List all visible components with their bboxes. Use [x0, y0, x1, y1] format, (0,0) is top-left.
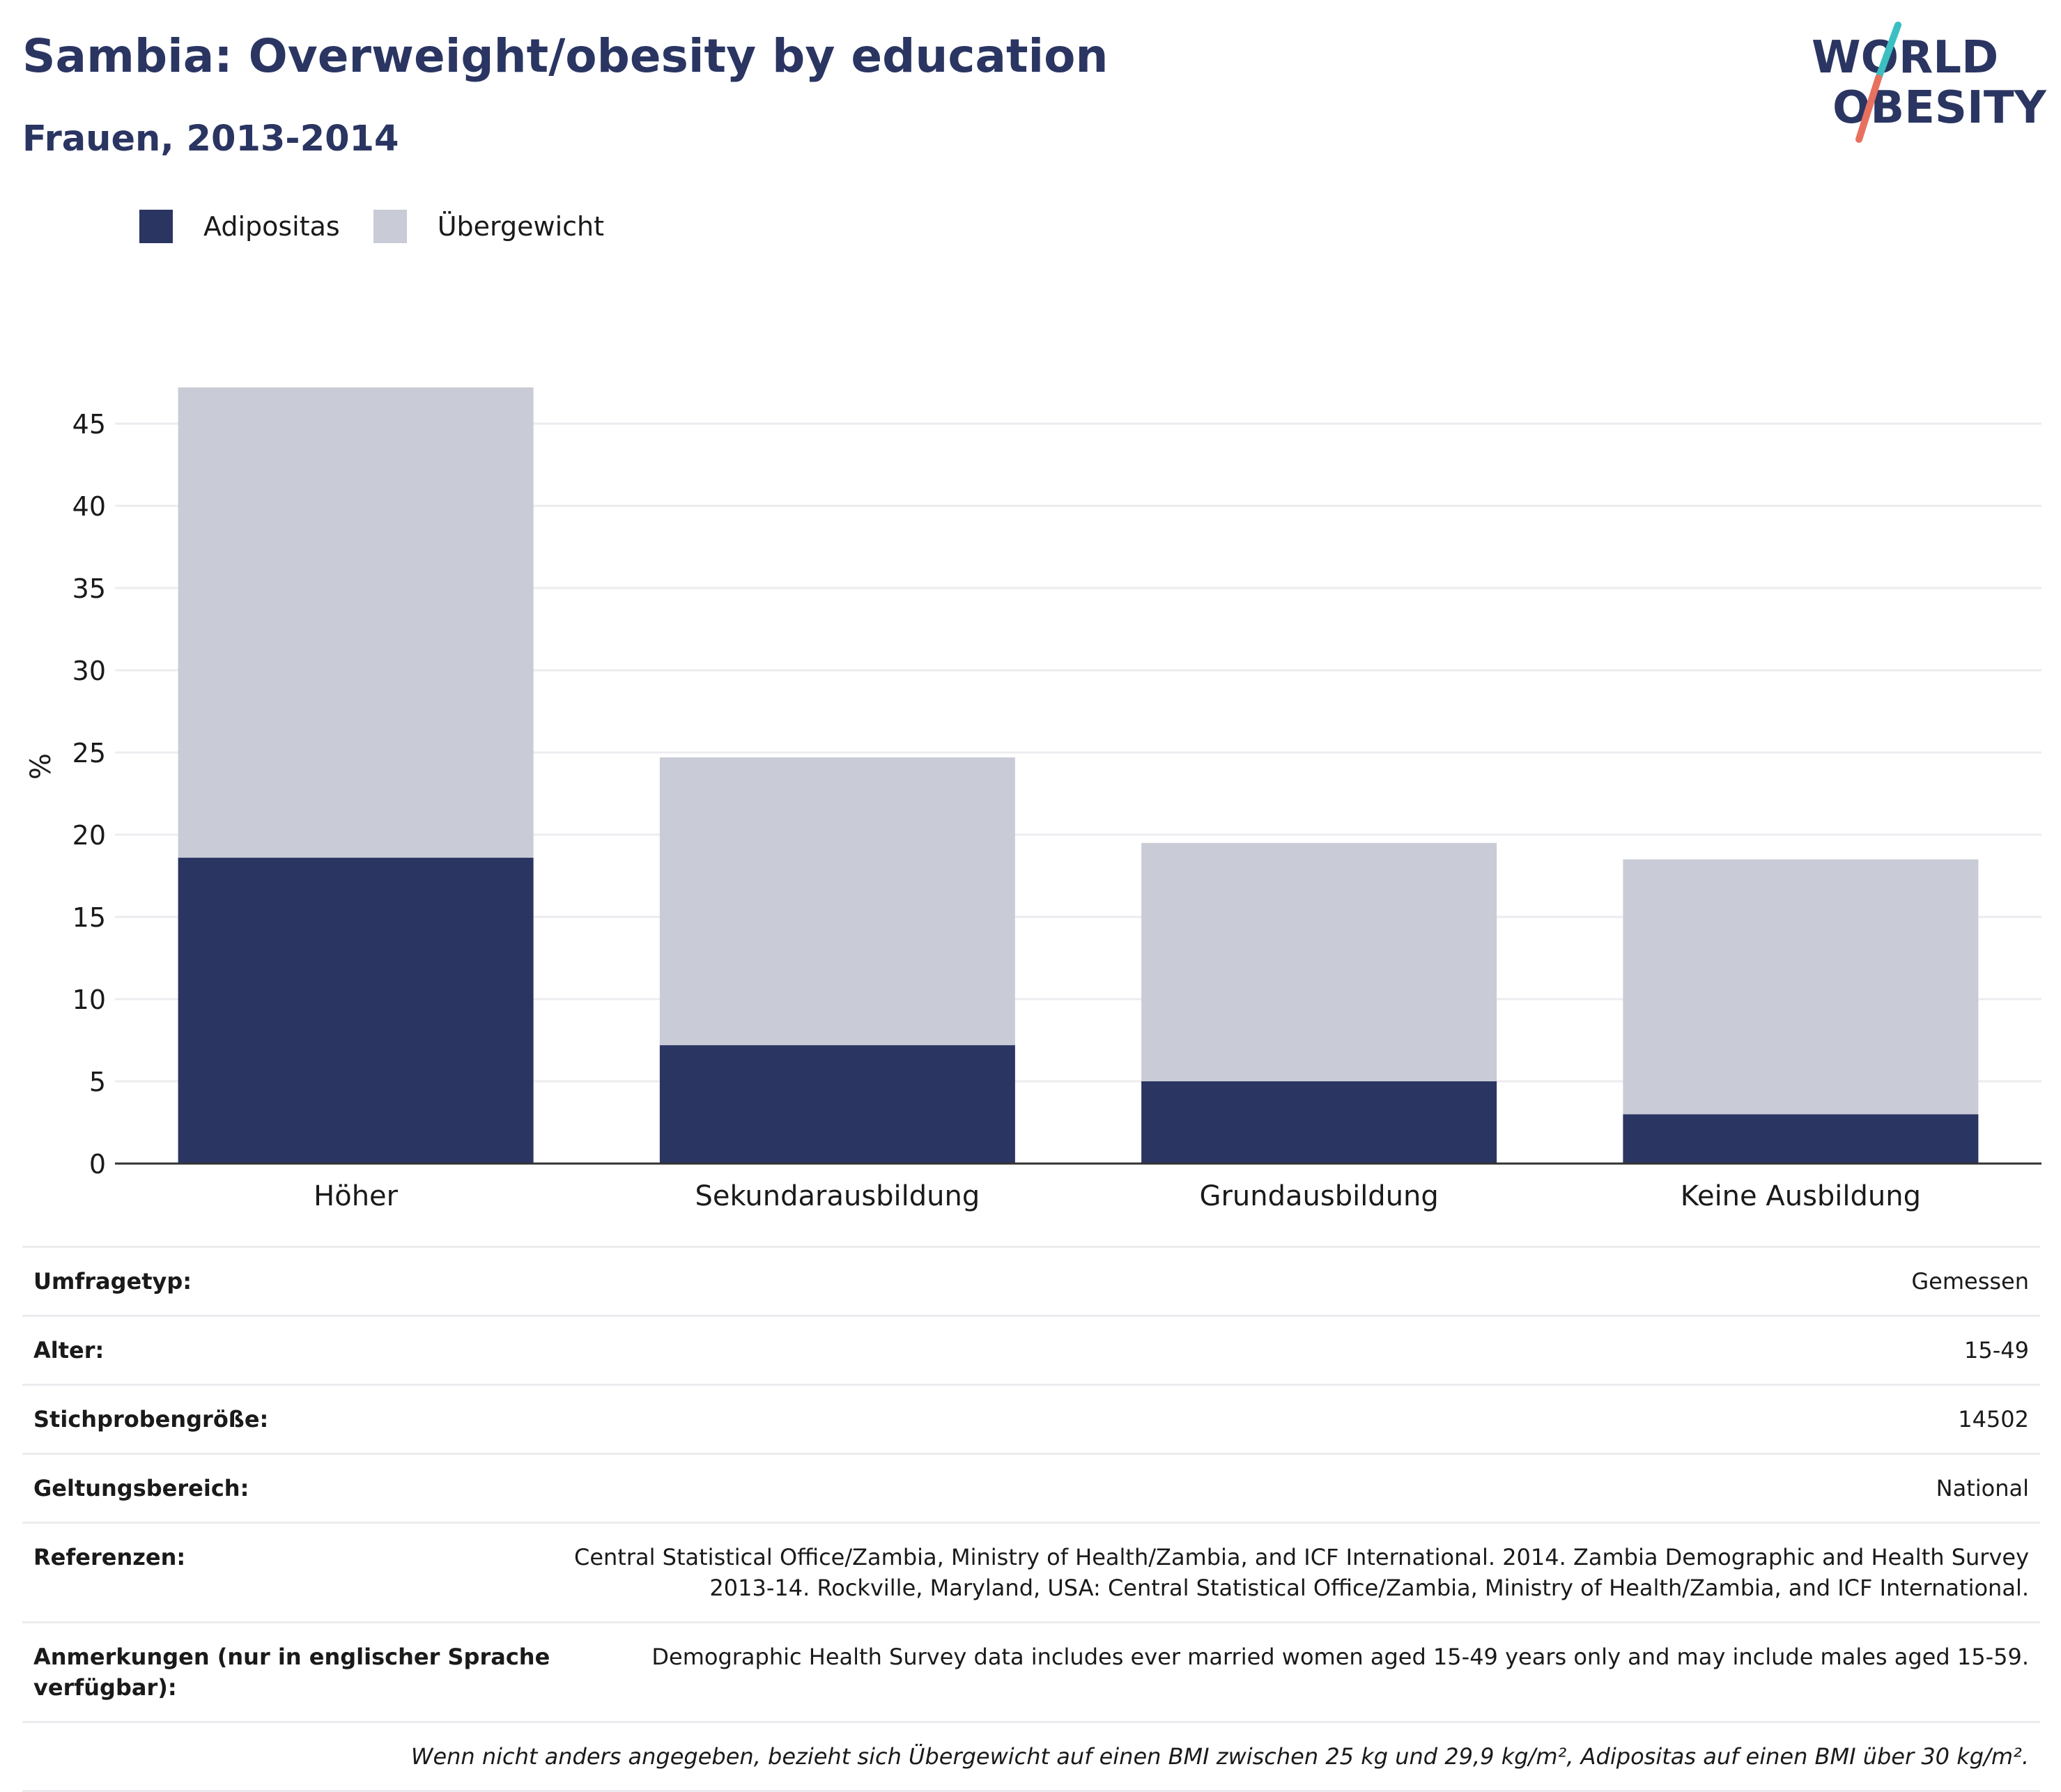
- info-value: National: [1936, 1475, 2029, 1501]
- info-key: Stichprobengröße:: [33, 1406, 269, 1432]
- y-tick-label: 10: [72, 984, 106, 1015]
- info-row-age: Alter: 15-49: [22, 1315, 2040, 1384]
- logo-teal-stroke: [1875, 22, 1901, 82]
- legend-swatch-adipositas: [139, 210, 173, 243]
- y-tick-label: 30: [72, 656, 106, 686]
- info-value: 14502: [1958, 1406, 2029, 1432]
- legend-label-uebergewicht: Übergewicht: [437, 211, 604, 242]
- bar-adipositas-3[interactable]: [1623, 1114, 1979, 1164]
- x-tick-label: Keine Ausbildung: [1681, 1180, 1921, 1212]
- chart-title: Sambia: Overweight/obesity by education: [22, 29, 1109, 83]
- info-value: Demographic Health Survey data includes …: [651, 1644, 2029, 1670]
- y-tick-label: 5: [89, 1067, 106, 1097]
- legend-label-adipositas: Adipositas: [203, 211, 340, 242]
- world-obesity-logo: WORLD OBESITY: [1812, 22, 2046, 143]
- x-tick-label: Grundausbildung: [1199, 1180, 1438, 1212]
- legend: Adipositas Übergewicht: [139, 206, 638, 247]
- legend-item-uebergewicht[interactable]: Übergewicht: [373, 210, 604, 243]
- info-key: Referenzen:: [33, 1544, 186, 1570]
- logo-line-1: WORLD: [1812, 32, 1998, 84]
- stacked-bar-chart: % 0 5 10 15 20 25 30 35 40 45 Höher Sekundarausbild…: [25, 387, 2041, 1212]
- info-key: Geltungsbereich:: [33, 1475, 249, 1501]
- x-tick-label: Höher: [314, 1180, 399, 1212]
- y-tick-label: 45: [72, 409, 106, 440]
- info-row-footnote: Wenn nicht anders angegeben, bezieht sic…: [22, 1721, 2040, 1792]
- logo-coral-stroke: [1855, 75, 1882, 143]
- bar-adipositas-1[interactable]: [659, 1045, 1015, 1164]
- y-tick-label: 20: [72, 820, 106, 851]
- chart-subtitle: Frauen, 2013-2014: [22, 118, 399, 160]
- y-tick-label: 40: [72, 491, 106, 522]
- legend-swatch-uebergewicht: [373, 210, 407, 243]
- bar-uebergewicht-1[interactable]: [659, 757, 1015, 1046]
- info-key: Alter:: [33, 1337, 105, 1364]
- info-row-references: Referenzen: Central Statistical Office/Z…: [22, 1522, 2040, 1621]
- bar-uebergewicht-3[interactable]: [1623, 859, 1979, 1115]
- info-row-sample-size: Stichprobengröße: 14502: [22, 1384, 2040, 1453]
- y-tick-label: 15: [72, 902, 106, 933]
- y-tick-label: 35: [72, 573, 106, 604]
- y-tick-label: 25: [72, 738, 106, 768]
- bmi-footnote: Wenn nicht anders angegeben, bezieht sic…: [410, 1743, 2029, 1770]
- legend-item-adipositas[interactable]: Adipositas: [139, 210, 340, 243]
- bar-uebergewicht-0[interactable]: [178, 387, 534, 858]
- info-table: Umfragetyp: Gemessen Alter: 15-49 Stichp…: [22, 1246, 2040, 1792]
- info-value: Gemessen: [1911, 1268, 2029, 1295]
- info-row-notes: Anmerkungen (nur in englischer Sprache v…: [22, 1621, 2040, 1721]
- x-tick-label: Sekundarausbildung: [695, 1180, 980, 1212]
- bar-adipositas-2[interactable]: [1141, 1081, 1497, 1164]
- info-row-scope: Geltungsbereich: National: [22, 1453, 2040, 1522]
- y-axis-label: %: [25, 753, 57, 780]
- info-row-survey-type: Umfragetyp: Gemessen: [22, 1246, 2040, 1315]
- bar-uebergewicht-2[interactable]: [1141, 842, 1497, 1081]
- info-key: Umfragetyp:: [33, 1268, 192, 1295]
- info-value: Central Statistical Office/Zambia, Minis…: [573, 1544, 2029, 1601]
- info-key: Anmerkungen (nur in englischer Sprache v…: [33, 1644, 550, 1701]
- bar-adipositas-0[interactable]: [178, 858, 534, 1164]
- y-tick-label: 0: [89, 1149, 106, 1180]
- info-value: 15-49: [1964, 1337, 2029, 1364]
